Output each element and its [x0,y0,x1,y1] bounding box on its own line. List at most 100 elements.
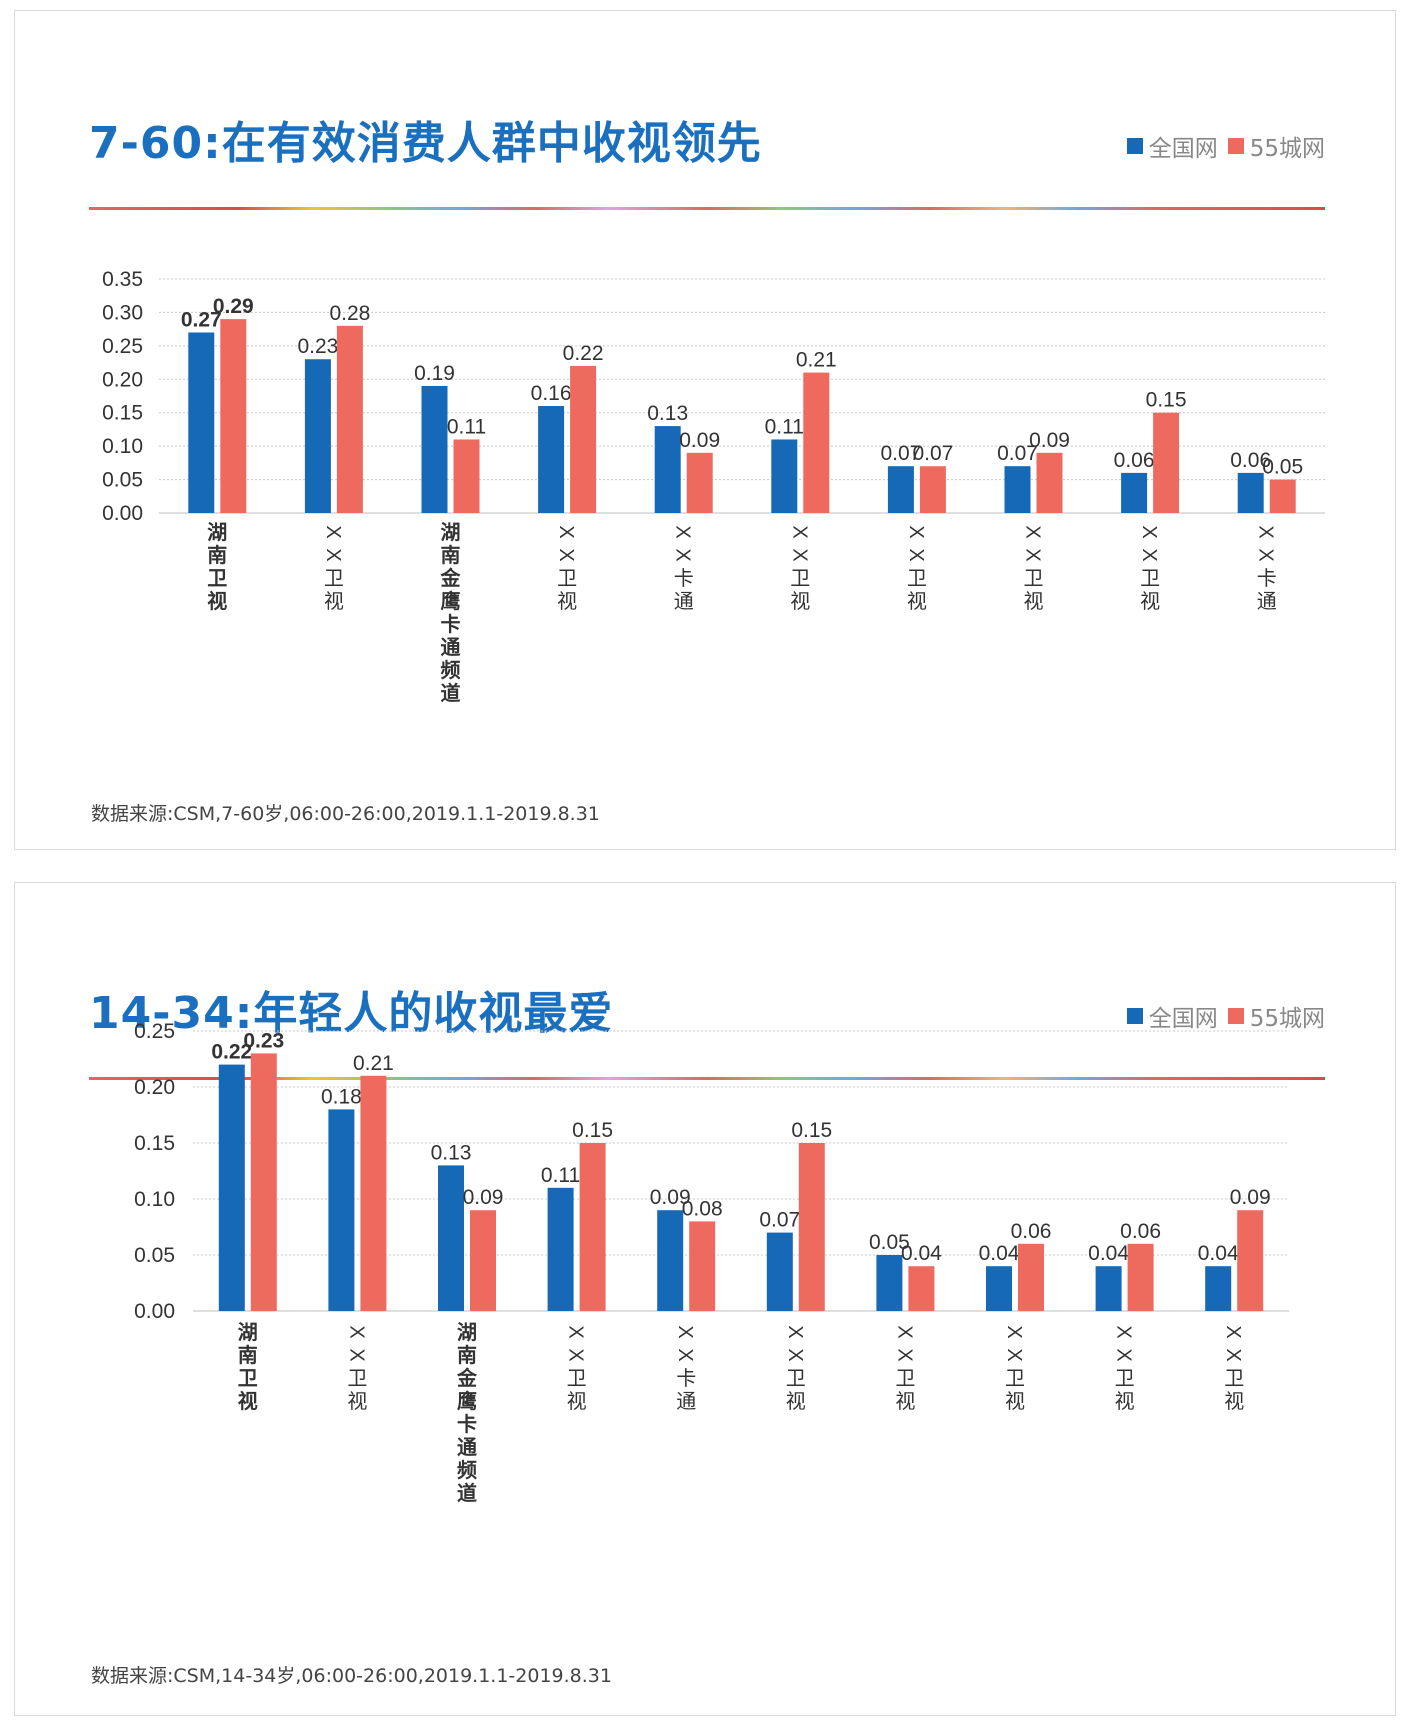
data-label: 0.11 [447,415,486,438]
x-category-char: 卫 [1140,568,1160,590]
x-category-char: X [555,548,577,561]
legend-item-city55: 55城网 [1227,999,1325,1033]
x-category-char: X [345,1348,367,1361]
bar-national-1 [328,1109,355,1311]
data-label: 0.15 [1146,389,1187,412]
x-category-char: 视 [790,590,810,613]
x-category-char: 鹰 [441,589,461,613]
bar-city55-0 [220,319,247,513]
legend: 全国网 55城网 [1117,999,1325,1033]
x-category-char: 卫 [1024,568,1044,590]
x-category-char: 卫 [207,568,227,590]
y-tick-label: 0.10 [134,1188,175,1211]
x-category-char: 鹰 [457,1389,477,1413]
chart-title: 7-60:在有效消费人群中收视领先 [89,118,762,169]
x-category-char: X [1113,1348,1135,1361]
legend-label-city55: 55城网 [1249,1006,1325,1032]
bar-national-0 [188,332,215,513]
bar-national-8 [1121,472,1148,513]
bar-chart-7-60: 0.00 0.05 0.10 0.15 0.20 0.25 0.30 0.35 0.270.29… [102,268,1325,705]
x-category-char: 湖 [441,521,461,544]
data-label: 0.05 [869,1231,910,1254]
data-label: 0.04 [1198,1242,1239,1265]
bar-city55-7 [1036,452,1063,513]
bar-national-3 [538,406,565,513]
data-label: 0.07 [912,442,953,465]
x-category-char: 视 [1024,590,1044,613]
bar-city55-5 [803,372,830,513]
data-label: 0.29 [213,295,254,318]
x-category-char: X [555,525,577,538]
x-category-char: 视 [1115,1390,1135,1413]
x-category-char: X [893,1325,915,1338]
bar-national-1 [304,359,331,513]
x-category-char: 卫 [790,568,810,590]
bar-city55-7 [1018,1243,1044,1311]
y-tick-label: 0.35 [102,268,143,291]
x-category-char: 视 [1005,1390,1025,1413]
bar-national-6 [876,1255,903,1311]
legend-item-national: 全国网 [1126,999,1218,1033]
bar-city55-1 [360,1075,387,1311]
x-category-char: 通 [441,636,461,659]
x-category-char: X [1138,525,1160,538]
bar-national-5 [766,1232,793,1311]
x-category-char: X [1003,1325,1025,1338]
x-category-char: 卫 [1005,1368,1025,1390]
x-category-char: X [565,1325,587,1338]
data-label: 0.28 [329,302,370,325]
bar-city55-9 [1237,1210,1264,1311]
data-label: 0.23 [297,335,338,358]
x-category-char: 卫 [1115,1368,1135,1390]
data-label: 0.09 [1230,1186,1271,1209]
chart-panel-14-34: 14-34:年轻人的收视最爱 全国网 55城网 0.00 0.05 0.10 0.15… [14,882,1396,1716]
y-tick-label: 0.15 [134,1132,175,1155]
x-category-char: X [672,548,694,561]
y-tick-label: 0.05 [102,469,143,492]
x-category-char: X [905,548,927,561]
data-label: 0.27 [181,308,222,331]
legend-item-city55: 55城网 [1227,129,1325,163]
data-label: 0.22 [211,1041,252,1064]
x-category-char: 卡 [441,613,461,636]
data-label: 0.07 [880,442,921,465]
x-category-char: 卫 [1224,1368,1244,1390]
x-category-char: 视 [347,1390,367,1413]
x-category-char: X [893,1348,915,1361]
bar-city55-9 [1269,479,1296,513]
data-label: 0.13 [647,402,688,425]
data-label: 0.07 [997,442,1038,465]
data-label: 0.11 [765,415,804,438]
x-category-char: 湖 [207,521,227,544]
legend-label-national: 全国网 [1148,136,1218,162]
data-label: 0.22 [563,342,604,365]
x-category-char: 卫 [347,1368,367,1390]
bar-city55-3 [579,1143,606,1311]
title-divider [89,1077,1325,1080]
data-label: 0.07 [759,1209,800,1232]
data-label: 0.05 [1262,456,1303,479]
x-category-char: X [565,1348,587,1361]
bar-national-2 [438,1165,464,1311]
data-label: 0.16 [531,382,572,405]
x-category-char: 视 [1224,1390,1244,1413]
x-category-char: 视 [324,590,344,613]
x-category-char: 视 [207,590,227,613]
x-category-char: 视 [786,1390,806,1413]
y-tick-label: 0.25 [102,335,143,358]
bar-national-7 [986,1266,1012,1311]
x-category-char: X [1022,525,1044,538]
legend-swatch-national [1126,138,1143,154]
x-category-char: 卫 [238,1368,258,1390]
data-label: 0.09 [1029,429,1070,452]
